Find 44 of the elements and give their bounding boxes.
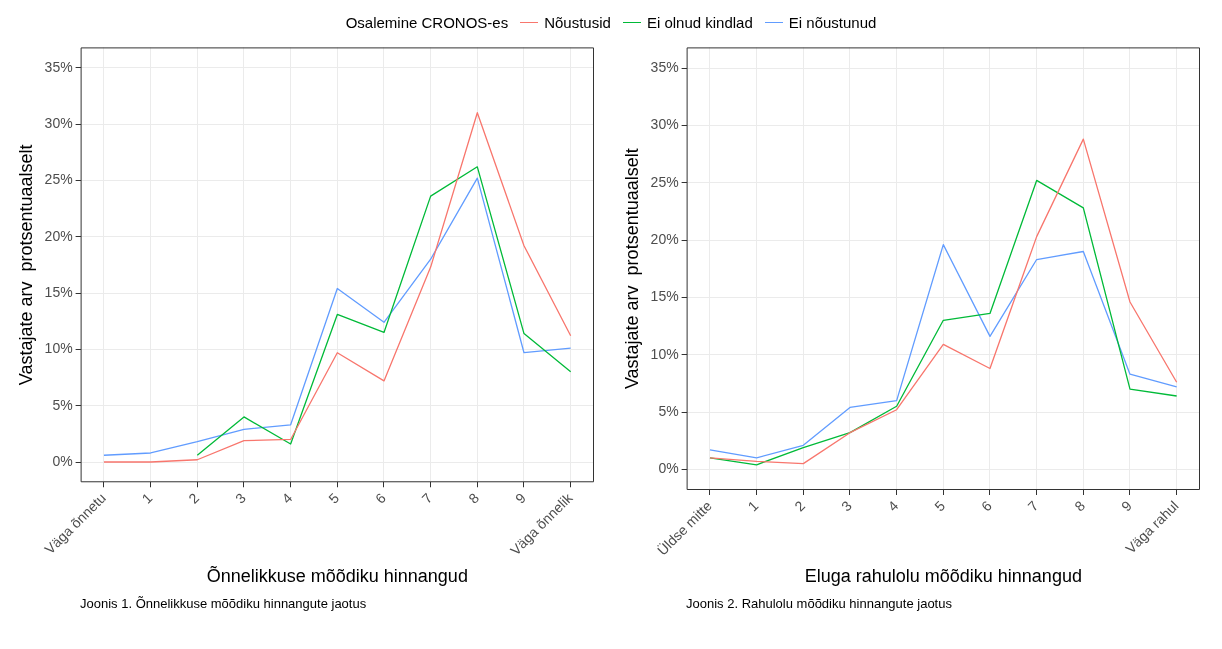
y-tick-label: 0% [658, 460, 679, 477]
x-tick-label: 4 [884, 497, 902, 515]
x-tick-label: 6 [372, 489, 389, 507]
y-tick-label: 15% [44, 283, 73, 300]
legend-label: Ei nõustunud [788, 13, 877, 31]
x-tick-label: 4 [278, 489, 296, 507]
x-axis-title: Õnnelikkuse mõõdiku hinnangud [206, 565, 468, 587]
y-tick-label: 25% [650, 173, 679, 190]
text: Joonis 2. Rahulolu mõõdiku hinnangute jaotus [685, 596, 953, 611]
y-tick-label: 30% [650, 116, 679, 133]
x-tick-label: 6 [978, 497, 995, 515]
x-tick-label: 9 [512, 489, 529, 507]
y-tick-label: 0% [52, 452, 73, 469]
x-tick-label: 7 [418, 489, 436, 507]
y-tick-label: 30% [44, 114, 73, 131]
y-axis-title: Vastajate arv protsentuaalselt [15, 144, 36, 386]
x-tick-label: 2 [185, 489, 203, 507]
y-tick-label: 35% [44, 58, 73, 75]
y-axis-title: Vastajate arv protsentuaalselt [621, 148, 642, 390]
x-tick-label: 7 [1024, 497, 1042, 515]
y-tick-label: 20% [650, 230, 679, 247]
y-tick-label: 10% [44, 340, 73, 357]
y-tick-label: 35% [650, 58, 679, 75]
y-tick-label: 10% [650, 345, 679, 362]
x-axis-title: Eluga rahulolu mõõdiku hinnangud [804, 566, 1082, 587]
y-tick-label: 15% [650, 288, 679, 305]
legend-label: Ei olnud kindlad [646, 13, 753, 31]
x-tick-label: 8 [1071, 497, 1089, 515]
x-tick-label: 1 [138, 489, 156, 507]
x-tick-label: 8 [465, 489, 483, 507]
x-tick-label: 1 [744, 497, 762, 515]
y-tick-label: 20% [44, 227, 73, 244]
x-tick-label: 5 [325, 489, 343, 507]
text: Joonis 1. Õnnelikkuse mõõdiku hinnangute jaotus [79, 596, 368, 611]
y-tick-label: 5% [52, 396, 73, 413]
y-tick-label: 25% [44, 171, 73, 188]
x-tick-label: 9 [1118, 497, 1135, 515]
legend-title: Osalemine CRONOS-es [345, 13, 509, 31]
x-tick-label: 2 [791, 497, 809, 515]
x-tick-label: 5 [931, 497, 949, 515]
x-tick-label: 3 [837, 497, 855, 515]
y-tick-label: 5% [658, 402, 679, 419]
legend-label: Nõustusid [544, 13, 611, 31]
x-tick-label: 3 [231, 489, 249, 507]
